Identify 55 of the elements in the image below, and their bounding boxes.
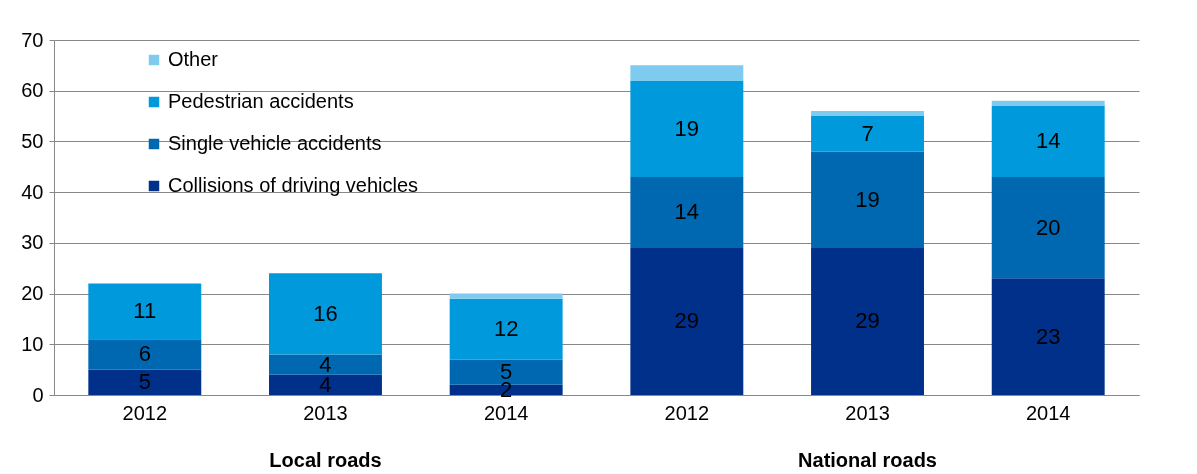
- bar: [811, 247, 924, 395]
- data-label: 5: [138, 369, 151, 395]
- bar: [630, 80, 744, 177]
- bar: [269, 354, 382, 375]
- y-tick-label: 10: [21, 332, 44, 355]
- y-tick-label: 0: [32, 383, 44, 406]
- bar: [630, 176, 744, 248]
- bar: [449, 298, 563, 360]
- bar: [449, 384, 563, 395]
- bar: [991, 105, 1105, 177]
- x-tick-label: 2013: [845, 401, 890, 424]
- x-tick-label: 2014: [483, 401, 529, 424]
- y-tick-label: 50: [21, 129, 44, 152]
- data-label: 20: [1035, 214, 1061, 240]
- y-tick-label: 60: [21, 79, 44, 102]
- legend-label: Pedestrian accidents: [168, 90, 354, 112]
- y-tick-label: 30: [21, 231, 44, 254]
- bar: [811, 151, 924, 248]
- legend-label: Collisions of driving vehicles: [168, 174, 419, 196]
- bar: [269, 374, 382, 395]
- data-label: 19: [674, 115, 700, 141]
- data-label: 11: [133, 298, 157, 324]
- data-label: 14: [1035, 128, 1061, 154]
- x-tick-label: 2014: [1025, 401, 1071, 424]
- data-label: 19: [855, 186, 880, 212]
- data-label: 12: [493, 316, 519, 342]
- legend-label: Single vehicle accidents: [168, 132, 382, 154]
- y-tick-label: 70: [21, 28, 44, 51]
- x-tick-label: 2012: [664, 401, 710, 424]
- bar: [449, 293, 563, 299]
- y-tick-label: 40: [21, 180, 44, 203]
- bar: [991, 176, 1105, 279]
- x-tick-label: 2013: [303, 401, 348, 424]
- bar: [991, 100, 1105, 106]
- bar: [991, 278, 1105, 395]
- data-label: 14: [674, 199, 700, 225]
- bar: [811, 111, 924, 117]
- bar: [630, 65, 744, 81]
- data-label: 6: [138, 341, 151, 367]
- bar: [88, 369, 202, 395]
- legend-label: Other: [168, 48, 219, 70]
- text: National roads: [798, 449, 937, 471]
- text: Local roads: [269, 449, 382, 471]
- bar: [811, 116, 924, 152]
- data-label: 29: [674, 308, 700, 334]
- y-tick-label: 20: [21, 282, 44, 305]
- data-label: 23: [1035, 323, 1061, 349]
- x-tick-label: 2012: [122, 401, 168, 424]
- data-label: 29: [855, 308, 880, 334]
- data-label: 16: [313, 300, 338, 326]
- bar: [269, 273, 382, 355]
- bar: [88, 339, 202, 370]
- bar: [630, 247, 744, 395]
- data-label: 7: [861, 120, 874, 146]
- bar: [88, 283, 202, 340]
